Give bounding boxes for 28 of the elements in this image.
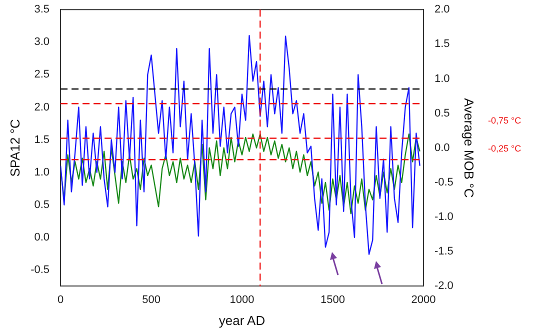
- y-axis-title: SPA12 °C: [7, 119, 22, 177]
- text: -0,75 °C: [488, 115, 522, 126]
- y-tick-label: -0.5: [30, 264, 50, 276]
- x-tick-label: 1000: [230, 294, 254, 306]
- y-tick-label: 3.5: [34, 4, 50, 16]
- y2-tick-label: -2.0: [434, 280, 454, 292]
- y-tick-label: 3.0: [34, 36, 50, 48]
- y2-axis-title: Average MOB °C: [462, 98, 477, 198]
- y2-tick-label: 1.0: [434, 72, 450, 85]
- y-tick-label: 0.0: [34, 231, 50, 244]
- y2-tick-label: -1.0: [434, 211, 454, 224]
- y2-tick-label: 1.5: [434, 38, 450, 50]
- x-axis-title: year AD: [218, 312, 266, 328]
- y-tick-label: 2.0: [34, 101, 50, 114]
- y2-tick-label: 2.0: [434, 4, 450, 16]
- y2-tick-label: -1.5: [434, 246, 454, 258]
- y2-tick-label: 0.0: [434, 142, 450, 154]
- x-tick-label: 500: [142, 294, 160, 306]
- y-tick-label: 0.5: [34, 198, 50, 211]
- text: -0,25 °C: [488, 143, 522, 154]
- y2-tick-label: -0.5: [434, 176, 454, 189]
- y-tick-label: 2.5: [34, 68, 50, 81]
- y-tick-label: 1.0: [34, 166, 50, 178]
- y-tick-label: 1.5: [34, 134, 50, 146]
- x-tick-label: 2000: [411, 294, 436, 306]
- x-tick-label: 1500: [320, 294, 345, 306]
- x-tick-label: 0: [57, 294, 64, 306]
- y2-tick-label: 0.5: [434, 107, 450, 120]
